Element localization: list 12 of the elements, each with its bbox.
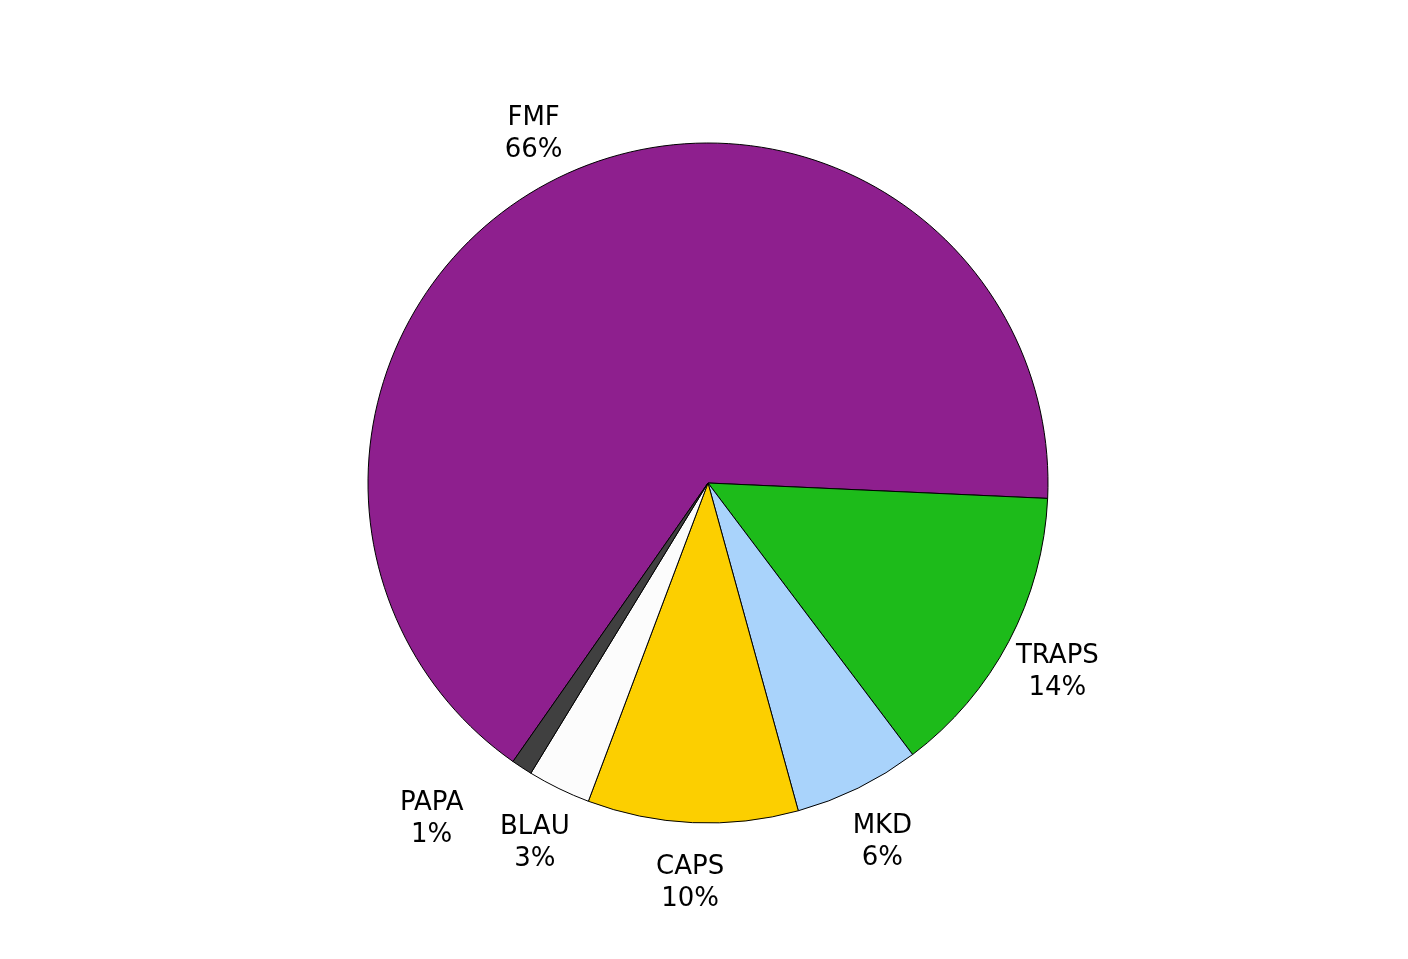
- slice-label: FMF: [507, 100, 560, 131]
- data-label: 10%: [661, 881, 719, 912]
- data-label: 3%: [514, 842, 556, 873]
- slice-label: BLAU: [499, 810, 570, 841]
- data-label: 1%: [411, 817, 453, 848]
- data-label: 66%: [504, 132, 563, 163]
- slice-label: PAPA: [399, 785, 464, 816]
- data-label: 6%: [861, 841, 904, 872]
- data-label: 14%: [1028, 671, 1087, 702]
- slice-label: CAPS: [656, 849, 725, 880]
- slice-label: TRAPS: [1014, 639, 1099, 670]
- slice-label: MKD: [852, 809, 913, 840]
